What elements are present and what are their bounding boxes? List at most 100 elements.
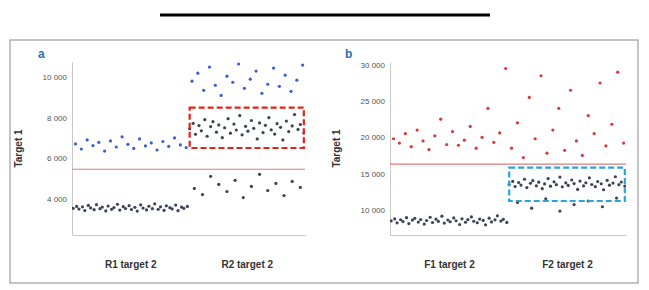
droplet-point <box>576 188 579 191</box>
x-tick: F1 target 2 <box>424 235 475 270</box>
droplet-point <box>504 67 507 70</box>
droplet-point <box>529 182 532 185</box>
droplet-point <box>266 189 269 192</box>
droplet-point <box>484 223 487 226</box>
droplet-point <box>558 175 561 178</box>
droplet-point <box>301 63 304 66</box>
droplet-point <box>539 74 542 77</box>
droplet-point <box>159 205 162 208</box>
panel-label: a <box>38 47 45 61</box>
droplet-point <box>545 152 548 155</box>
outer-frame <box>10 40 638 283</box>
droplet-point <box>80 147 83 150</box>
droplet-point <box>124 207 127 210</box>
droplet-point <box>463 139 466 142</box>
droplet-point <box>136 210 139 213</box>
droplet-point <box>482 219 485 222</box>
droplet-point <box>423 222 426 225</box>
y-tick: 10 000 <box>361 206 390 215</box>
y-tick: 20 000 <box>361 133 390 142</box>
droplet-point <box>260 92 263 95</box>
droplet-point <box>475 147 478 150</box>
droplet-point <box>602 188 605 191</box>
droplet-point <box>153 202 156 205</box>
y-tick: 6 000 <box>47 154 72 163</box>
droplet-point <box>197 124 200 127</box>
y-tick-label: 4 000 <box>47 195 68 204</box>
droplet-point <box>611 181 614 184</box>
droplet-point <box>440 215 443 218</box>
droplet-point <box>118 209 121 212</box>
droplet-point <box>161 140 164 143</box>
droplet-point <box>225 190 228 193</box>
series <box>74 135 188 152</box>
droplet-point <box>208 65 211 68</box>
droplet-point <box>182 207 185 210</box>
droplet-point <box>519 183 522 186</box>
droplet-point <box>179 143 182 146</box>
droplet-point <box>617 183 620 186</box>
droplet-point <box>267 116 270 119</box>
y-tick: 30 000 <box>361 61 390 70</box>
droplet-point <box>107 204 110 207</box>
droplet-point <box>162 209 165 212</box>
droplet-point <box>86 138 89 141</box>
droplet-point <box>281 138 284 141</box>
droplet-point <box>176 209 179 212</box>
droplet-point <box>620 180 623 183</box>
droplet-point <box>587 114 590 117</box>
droplet-point <box>610 123 613 126</box>
droplet-point <box>476 221 479 224</box>
droplet-point <box>616 71 619 74</box>
droplet-point <box>407 222 410 225</box>
droplet-point <box>147 205 150 208</box>
droplet-point <box>254 70 257 73</box>
droplet-point <box>557 107 560 110</box>
droplet-point <box>606 179 609 182</box>
droplet-point <box>81 205 84 208</box>
droplet-point <box>132 147 135 150</box>
highlight-box <box>509 168 625 201</box>
droplet-point <box>600 182 603 185</box>
droplet-point <box>231 81 234 84</box>
droplet-point <box>116 203 119 206</box>
droplet-point <box>235 128 238 131</box>
droplet-point <box>273 132 276 135</box>
droplet-point <box>295 79 298 82</box>
droplet-point <box>445 143 448 146</box>
droplet-point <box>293 113 296 116</box>
y-tick: 25 000 <box>361 97 390 106</box>
droplet-point <box>242 196 245 199</box>
droplet-point <box>171 207 174 210</box>
series <box>510 71 625 160</box>
droplet-point <box>528 96 531 99</box>
droplet-point <box>221 136 224 139</box>
droplet-point <box>237 62 240 65</box>
droplet-point <box>480 136 483 139</box>
droplet-point <box>417 221 420 224</box>
y-axis-title: Target 1 <box>331 129 342 168</box>
droplet-point <box>285 119 288 122</box>
droplet-point <box>555 183 558 186</box>
droplet-point <box>549 185 552 188</box>
droplet-point <box>203 118 206 121</box>
plot-area <box>390 67 626 227</box>
droplet-point <box>250 119 253 122</box>
droplet-point <box>472 220 475 223</box>
droplet-point <box>615 196 618 199</box>
droplet-point <box>588 176 591 179</box>
droplet-point <box>404 132 407 135</box>
droplet-point <box>466 218 469 221</box>
droplet-point <box>490 220 493 223</box>
droplet-point <box>174 203 177 206</box>
droplet-point <box>547 177 550 180</box>
x-tick: F2 target 2 <box>542 235 593 270</box>
droplet-point <box>427 148 430 151</box>
droplet-point <box>234 179 237 182</box>
droplet-point <box>243 87 246 90</box>
y-tick-label: 25 000 <box>361 97 386 106</box>
droplet-point <box>393 217 396 220</box>
droplet-point <box>469 125 472 128</box>
droplet-point <box>531 179 534 182</box>
x-tick: R1 target 2 <box>105 235 157 270</box>
